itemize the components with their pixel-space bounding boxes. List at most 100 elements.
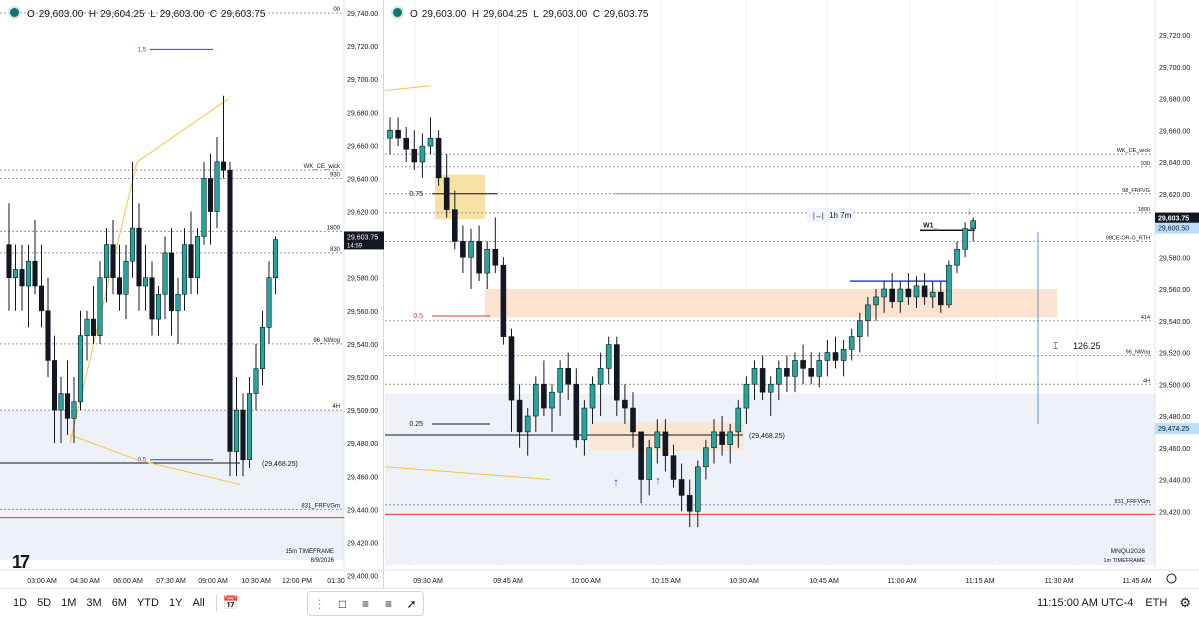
level-label-l930: 930 bbox=[330, 172, 341, 178]
level-label-rth: 98CE-OR-G_RTH bbox=[1106, 235, 1150, 241]
left-candle bbox=[84, 318, 90, 336]
right-candle bbox=[573, 383, 580, 441]
right-candle bbox=[865, 304, 871, 322]
drag-handle-icon[interactable]: ⋮ bbox=[313, 596, 326, 611]
level-label-l831: 831_FRFVGm bbox=[301, 503, 340, 509]
right-candle bbox=[468, 241, 474, 258]
left-timeframe-label: 15m TIMEFRAME bbox=[285, 549, 334, 555]
right-price-tick: 29,520.00 bbox=[1159, 351, 1190, 358]
right-price-tick: 29,500.00 bbox=[1159, 382, 1190, 389]
left-chart-pane[interactable]: 00 WK_CE_wick 930 1800 830 96_NWog 4H 831_FRFVG… bbox=[0, 0, 384, 588]
left-candle bbox=[6, 244, 12, 279]
settings-gear-icon[interactable]: ⚙ bbox=[1179, 595, 1191, 610]
right-open-value: 29,603.00 bbox=[421, 9, 467, 20]
left-candle bbox=[51, 360, 58, 411]
left-candle bbox=[110, 244, 116, 279]
left-chart-canvas[interactable]: 00 WK_CE_wick 930 1800 830 96_NWog 4H 831_FRFVG… bbox=[0, 0, 384, 588]
session-toggle[interactable]: ETH bbox=[1145, 597, 1168, 609]
left-price-tick: 29,400.00 bbox=[347, 574, 378, 581]
left-candle bbox=[188, 244, 194, 279]
w1-label: W1_ bbox=[923, 222, 938, 229]
right-candle bbox=[848, 336, 855, 350]
level-label-wk: WK_CE_wick bbox=[304, 164, 341, 170]
measure-icon: ⌶ bbox=[1053, 341, 1058, 351]
level-label-wk: WK_CE_wick bbox=[1117, 148, 1151, 154]
gold-trendline-upper bbox=[385, 85, 431, 92]
left-price-tick: 29,540.00 bbox=[347, 342, 378, 349]
right-candle bbox=[516, 399, 523, 433]
right-price-tick: 29,420.00 bbox=[1159, 509, 1190, 516]
bullish-arrow-icon: ↑ bbox=[655, 475, 661, 487]
right-time-tick: 11:30 AM bbox=[1044, 578, 1073, 585]
rectangle-tool-icon[interactable]: □ bbox=[338, 596, 347, 611]
right-price-tick: 29,680.00 bbox=[1159, 97, 1190, 104]
left-price-tick: 29,740.00 bbox=[347, 11, 378, 18]
left-time-tick: 04:30 AM bbox=[70, 578, 100, 585]
right-candle bbox=[881, 288, 887, 298]
left-high-value: 29,604.25 bbox=[100, 9, 145, 20]
left-low-value: 29,603.00 bbox=[159, 9, 205, 20]
right-candle bbox=[589, 383, 596, 409]
trend-line-icon[interactable]: ➚ bbox=[406, 596, 417, 611]
symbol-status-icon bbox=[8, 6, 21, 19]
level-label-l830: 830 bbox=[330, 247, 341, 253]
left-candle bbox=[142, 277, 149, 287]
right-candle bbox=[395, 129, 401, 139]
right-price-tick: 29,560.00 bbox=[1159, 287, 1190, 294]
timer-icon: |↔| bbox=[813, 213, 824, 220]
left-candle bbox=[71, 401, 77, 419]
tradingview-logo-icon[interactable]: 17 bbox=[12, 552, 30, 572]
left-candle bbox=[266, 277, 272, 328]
left-price-tick: 29,620.00 bbox=[347, 210, 378, 217]
right-candle bbox=[694, 466, 701, 512]
left-candle bbox=[175, 293, 181, 312]
left-candle bbox=[77, 335, 84, 403]
right-candle bbox=[670, 455, 677, 480]
timeframe-all[interactable]: All bbox=[192, 597, 205, 609]
right-candle bbox=[476, 241, 482, 274]
left-candle bbox=[149, 277, 155, 320]
fib-tool-icon[interactable]: ≡ bbox=[361, 596, 369, 611]
blue-price-tag-2: 29,474.25 bbox=[1158, 426, 1189, 433]
left-price-tag-time: 14:59 bbox=[347, 243, 363, 249]
timeframe-3m[interactable]: 3M bbox=[86, 597, 102, 609]
right-candle bbox=[889, 288, 896, 302]
parallel-lines-icon[interactable]: ≡ bbox=[384, 596, 392, 611]
left-price-tag: 29,603.75 bbox=[347, 234, 378, 241]
date-range-icon[interactable]: 📅 bbox=[222, 595, 239, 610]
fib-1-5-label: 1.5 bbox=[138, 47, 147, 53]
timeframe-1y[interactable]: 1Y bbox=[168, 597, 183, 609]
bottom-toolbar: 1D 5D 1M 3M 6M YTD 1Y All 📅 ⋮ □ ≡ ≡ ➚ 11… bbox=[0, 588, 1199, 617]
left-candle bbox=[123, 260, 129, 295]
left-time-tick: 06:00 AM bbox=[113, 578, 143, 585]
right-timeframe-label: 1m TIMEFRAME bbox=[1104, 558, 1146, 564]
timeframe-6m[interactable]: 6M bbox=[111, 597, 127, 609]
right-candle bbox=[929, 291, 936, 298]
left-candle bbox=[259, 327, 266, 370]
timeframe-1m[interactable]: 1M bbox=[61, 597, 77, 609]
right-price-tag: 29,603.75 bbox=[1158, 216, 1189, 223]
right-candle bbox=[411, 149, 418, 163]
clock-readout[interactable]: 11:15:00 AM UTC-4 bbox=[1036, 597, 1134, 609]
timeframe-ytd[interactable]: YTD bbox=[136, 597, 159, 609]
left-candle bbox=[233, 409, 240, 452]
left-candle bbox=[181, 244, 188, 295]
right-candle bbox=[905, 288, 912, 298]
left-candle bbox=[272, 239, 279, 279]
left-candle bbox=[220, 161, 227, 171]
left-candle bbox=[12, 269, 19, 279]
timeframe-5d[interactable]: 5D bbox=[37, 597, 52, 609]
left-price-tick: 29,420.00 bbox=[347, 540, 378, 547]
blue-price-tag-2-bg bbox=[1155, 423, 1199, 435]
gold-trendline-upper bbox=[69, 98, 229, 444]
right-candle bbox=[962, 228, 968, 250]
right-candle bbox=[897, 288, 904, 302]
right-chart-canvas[interactable]: WK_CE_wick 930 98_FRFVG 1800 98CE-OR-G_RTH 41… bbox=[385, 0, 1199, 588]
gold-trendline-lower bbox=[69, 434, 241, 486]
timeframe-1d[interactable]: 1D bbox=[13, 597, 28, 609]
right-candle bbox=[557, 368, 563, 393]
left-candle bbox=[116, 277, 123, 295]
right-chart-pane[interactable]: WK_CE_wick 930 98_FRFVG 1800 98CE-OR-G_RTH 41… bbox=[385, 0, 1199, 588]
left-candle bbox=[64, 393, 71, 419]
